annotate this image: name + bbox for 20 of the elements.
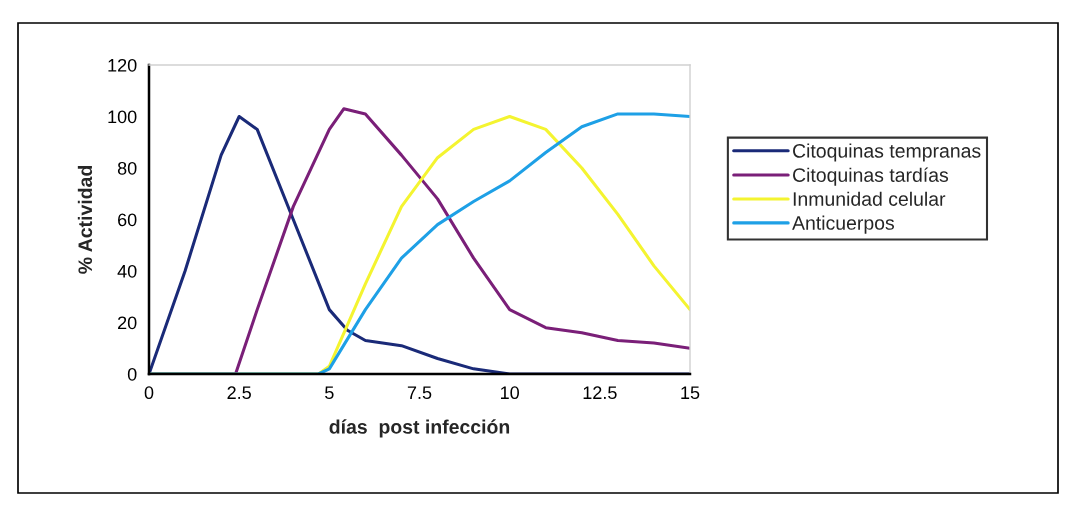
y-tick-label: 0: [127, 367, 137, 381]
y-axis-title: % Actividad: [77, 166, 93, 274]
legend-label: Anticuerpos: [792, 215, 895, 234]
x-tick-label: 7.5: [407, 386, 432, 400]
y-tick-label: 20: [118, 316, 137, 330]
x-tick-label: 5: [325, 386, 334, 400]
legend-label: Inmunidad celular: [793, 191, 946, 206]
x-tick-label: 10: [501, 386, 519, 400]
y-tick-label: 120: [108, 58, 137, 72]
legend-label: Citoquinas tempranas: [793, 143, 981, 162]
y-tick-label: 80: [117, 161, 137, 175]
x-axis-title: días post infección: [329, 419, 510, 438]
x-tick-label: 2.5: [227, 386, 251, 400]
y-tick-label: 60: [118, 213, 137, 227]
x-tick-label: 15: [681, 386, 700, 400]
x-tick-label: 0: [144, 386, 154, 400]
y-tick-label: 40: [117, 264, 137, 278]
x-tick-label: 12.5: [583, 386, 617, 400]
y-tick-label: 100: [108, 110, 137, 124]
legend-label: Citoquinas tardías: [793, 167, 949, 186]
